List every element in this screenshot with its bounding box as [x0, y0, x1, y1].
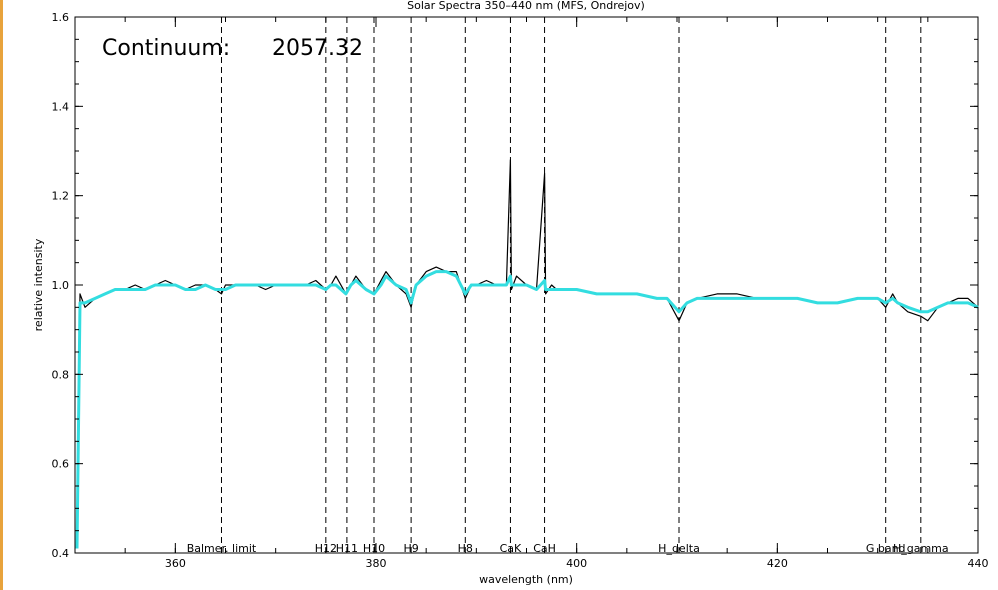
spectral-line-label-9: G band — [866, 542, 906, 555]
spectral-line-label-5: H8 — [458, 542, 473, 555]
x-axis-label: wavelength (nm) — [479, 573, 573, 586]
y-axis-label: relative intensity — [32, 238, 45, 331]
continuum-label: Continuum: — [102, 36, 230, 61]
y-tick-label-1: 0.6 — [52, 458, 70, 471]
spectral-line-label-3: H10 — [363, 542, 385, 555]
y-tick-label-5: 1.4 — [52, 100, 70, 113]
spectral-line-label-7: CaH — [533, 542, 556, 555]
spectral-line-label-10: H_gamma — [893, 542, 949, 555]
x-tick-label-1: 380 — [366, 557, 387, 570]
x-tick-label-0: 360 — [165, 557, 186, 570]
y-tick-label-4: 1.2 — [52, 190, 70, 203]
y-tick-label-6: 1.6 — [52, 11, 70, 24]
axes-layer: 0.4 0.6 0.8 1.0 1.2 1.4 1.6 360 380 400 420 440 — [52, 11, 989, 570]
spectral-line-label-6: CaK — [500, 542, 522, 555]
chart-title: Solar Spectra 350–440 nm (MFS, Ondrejov) — [407, 0, 645, 12]
continuum-value: 2057.32 — [272, 36, 363, 61]
series-1-line — [75, 270, 979, 549]
spectral-line-label-2: H11 — [336, 542, 358, 555]
spectral-line-label-0: Balmer. limit — [187, 542, 257, 555]
x-tick-label-2: 400 — [566, 557, 587, 570]
y-tick-label-2: 0.8 — [52, 368, 70, 381]
x-tick-label-4: 440 — [968, 557, 989, 570]
y-tick-label-3: 1.0 — [52, 279, 70, 292]
series-0-line — [76, 159, 979, 549]
y-tick-label-0: 0.4 — [52, 547, 70, 560]
spectral-line-label-4: H9 — [403, 542, 418, 555]
x-tick-label-3: 420 — [767, 557, 788, 570]
spectral-line-label-8: H_delta — [658, 542, 700, 555]
series-layer — [75, 159, 979, 549]
window-edge-strip — [0, 0, 3, 590]
